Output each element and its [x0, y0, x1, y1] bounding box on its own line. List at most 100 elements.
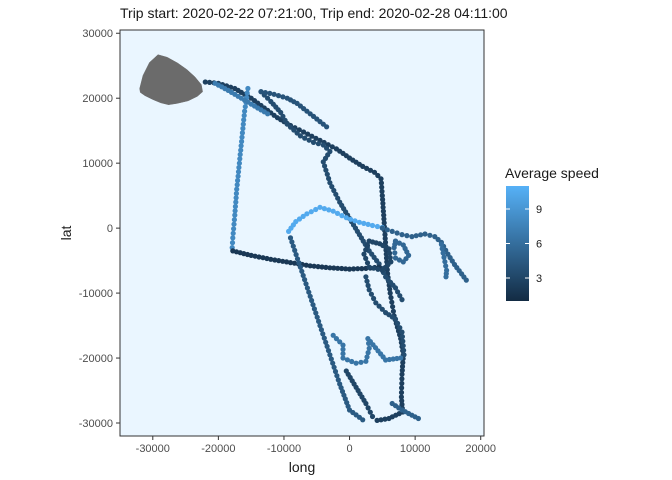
x-tick-label: 10000 — [400, 443, 431, 455]
land-polygon — [139, 54, 203, 105]
track-point — [441, 254, 447, 260]
track-point — [324, 145, 330, 151]
track-point — [320, 331, 326, 337]
track-point — [340, 346, 346, 352]
track-point — [303, 281, 309, 287]
track-point — [400, 259, 406, 265]
track-point — [333, 191, 339, 197]
y-axis: 30000 20000 10000 0 -10000 -20000 -30000 — [79, 28, 120, 430]
track-point — [374, 223, 380, 230]
track-point — [300, 272, 306, 279]
track-point — [367, 167, 374, 173]
track-point — [332, 368, 339, 375]
track-point — [355, 266, 361, 272]
track-point — [334, 373, 340, 379]
x-tick-label: 0 — [346, 443, 352, 455]
track-point — [232, 212, 238, 218]
track-point — [326, 175, 332, 182]
track-point — [442, 259, 448, 265]
track-point — [245, 85, 251, 92]
track-point — [303, 262, 309, 268]
track-point — [330, 360, 336, 366]
track-point — [368, 291, 374, 297]
track-point — [268, 256, 274, 262]
track-point — [252, 253, 258, 259]
colorbar-tick-label: 9 — [536, 204, 542, 216]
track-point — [392, 250, 398, 256]
track-point — [296, 260, 302, 266]
track-point — [427, 232, 433, 238]
track-point — [356, 219, 362, 225]
track-point — [389, 299, 395, 305]
track-point — [291, 260, 298, 266]
track-point — [239, 134, 245, 140]
track-point — [232, 203, 238, 210]
legend-title: Average speed — [505, 165, 599, 181]
track-point — [381, 220, 387, 226]
track-point — [369, 222, 376, 229]
track-point — [399, 371, 405, 377]
track-point — [381, 212, 387, 218]
legend: Average speed 3 6 9 — [505, 165, 599, 301]
track-point — [330, 332, 336, 338]
track-point — [396, 240, 402, 246]
track-point — [240, 121, 246, 127]
track-point — [361, 220, 367, 226]
track-point — [289, 239, 295, 245]
track-point — [399, 297, 405, 303]
track-point — [229, 240, 236, 246]
track-point — [239, 130, 245, 136]
track-point — [398, 355, 404, 361]
track-point — [415, 415, 421, 422]
track-point — [365, 405, 371, 411]
track-point — [395, 320, 401, 326]
track-point — [378, 180, 384, 186]
track-point — [297, 133, 303, 139]
track-point — [278, 109, 284, 116]
track-point — [233, 195, 239, 201]
track-point — [304, 285, 310, 291]
x-tick-label: -20000 — [201, 443, 235, 455]
track-point — [258, 89, 264, 95]
track-point — [390, 304, 396, 310]
track-point — [306, 137, 312, 143]
track-point — [328, 356, 334, 362]
track-point — [340, 351, 346, 357]
track-point — [337, 339, 343, 345]
track-point — [344, 357, 350, 363]
track-point — [291, 127, 297, 133]
track-point — [308, 209, 314, 215]
track-point — [378, 417, 384, 423]
track-point — [366, 345, 372, 351]
track-point — [374, 417, 380, 423]
track-point — [310, 302, 316, 308]
track-point — [363, 274, 369, 280]
track-point — [373, 300, 379, 306]
track-point — [287, 235, 294, 241]
track-point — [376, 303, 382, 309]
track-point — [381, 216, 387, 222]
track-point — [242, 104, 248, 110]
track-point — [397, 325, 403, 331]
track-point — [375, 266, 381, 272]
track-point — [364, 165, 370, 171]
colorbar-ticks: 3 6 9 — [506, 204, 542, 285]
track-point — [375, 172, 381, 179]
track-point — [327, 352, 333, 358]
points-layer — [202, 79, 469, 423]
track-point — [339, 265, 345, 272]
track-point — [235, 173, 241, 179]
track-point — [300, 213, 306, 219]
track-point — [399, 401, 405, 408]
track-point — [321, 206, 327, 212]
track-point — [320, 159, 326, 165]
track-point — [379, 188, 385, 194]
track-point — [234, 186, 240, 192]
track-point — [392, 316, 399, 322]
track-point — [364, 242, 371, 249]
track-point — [317, 323, 323, 329]
track-point — [399, 367, 405, 373]
track-point — [327, 265, 333, 271]
track-point — [331, 364, 337, 370]
track-point — [363, 358, 369, 364]
